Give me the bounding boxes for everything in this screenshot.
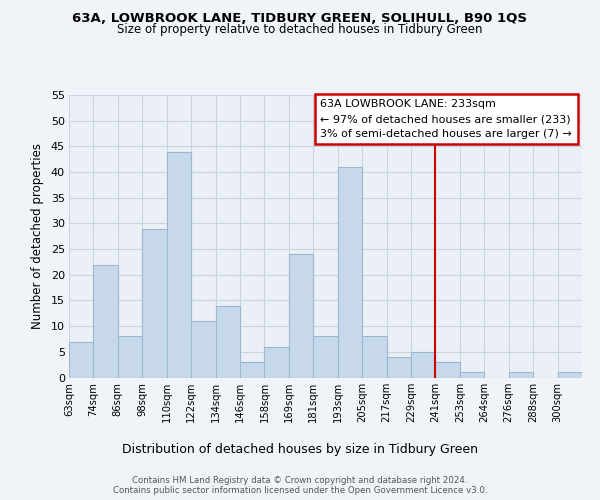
Bar xyxy=(338,167,362,378)
Y-axis label: Number of detached properties: Number of detached properties xyxy=(31,143,44,329)
Text: Distribution of detached houses by size in Tidbury Green: Distribution of detached houses by size … xyxy=(122,442,478,456)
Bar xyxy=(557,372,582,378)
Bar xyxy=(94,264,118,378)
Bar xyxy=(362,336,386,378)
Bar xyxy=(411,352,436,378)
Text: Size of property relative to detached houses in Tidbury Green: Size of property relative to detached ho… xyxy=(117,22,483,36)
Bar xyxy=(313,336,338,378)
Bar xyxy=(436,362,460,378)
Bar xyxy=(167,152,191,378)
Bar xyxy=(509,372,533,378)
Bar xyxy=(191,321,215,378)
Text: Contains HM Land Registry data © Crown copyright and database right 2024.
Contai: Contains HM Land Registry data © Crown c… xyxy=(113,476,487,495)
Text: 63A LOWBROOK LANE: 233sqm
← 97% of detached houses are smaller (233)
3% of semi-: 63A LOWBROOK LANE: 233sqm ← 97% of detac… xyxy=(320,99,572,139)
Bar xyxy=(215,306,240,378)
Bar xyxy=(265,346,289,378)
Bar xyxy=(460,372,484,378)
Bar xyxy=(69,342,94,378)
Text: 63A, LOWBROOK LANE, TIDBURY GREEN, SOLIHULL, B90 1QS: 63A, LOWBROOK LANE, TIDBURY GREEN, SOLIH… xyxy=(73,12,527,26)
Bar xyxy=(118,336,142,378)
Bar xyxy=(386,357,411,378)
Bar xyxy=(289,254,313,378)
Bar xyxy=(142,228,167,378)
Bar xyxy=(240,362,265,378)
